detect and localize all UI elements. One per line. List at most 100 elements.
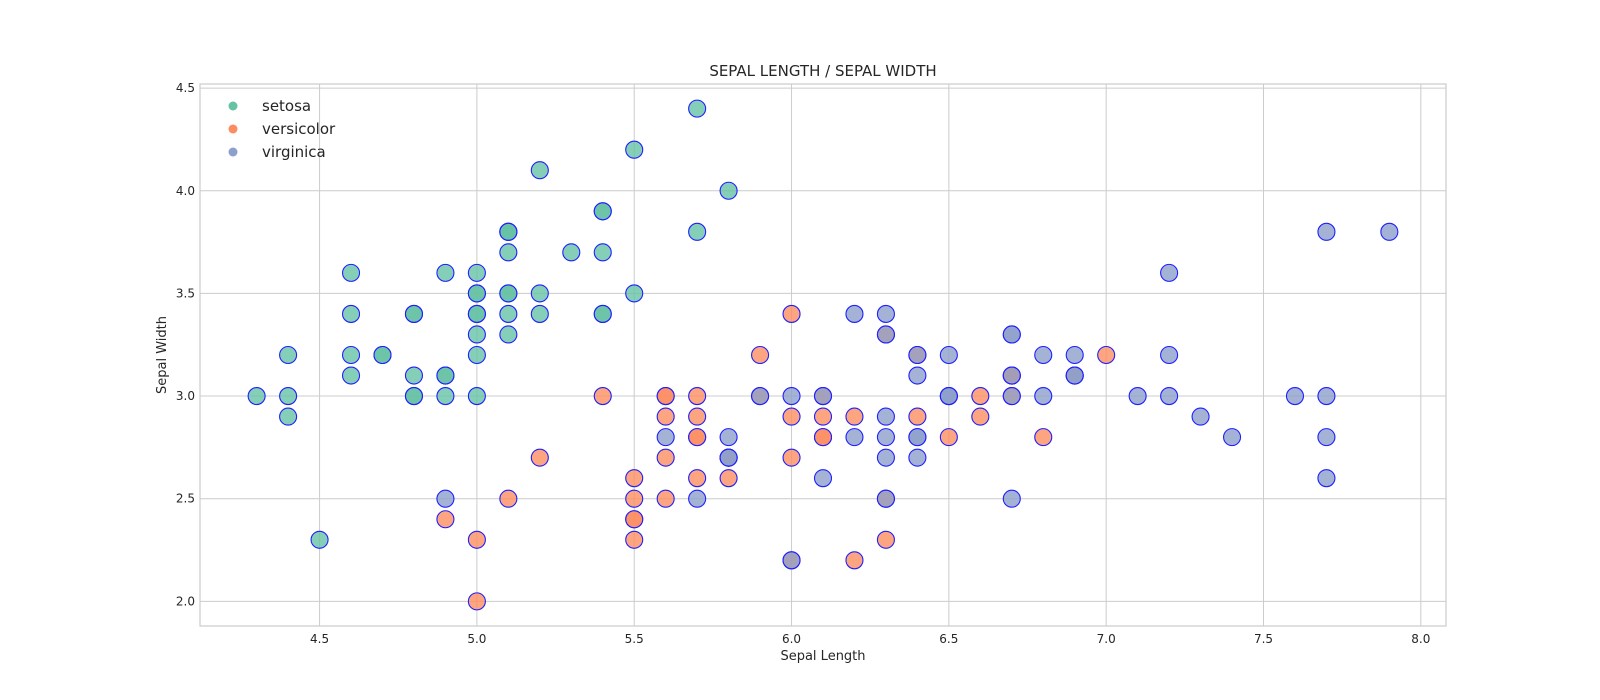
- virginica-point: [1002, 489, 1021, 508]
- virginica-point: [908, 448, 927, 467]
- x-tick-label: 5.0: [467, 632, 486, 646]
- setosa-point: [593, 202, 612, 221]
- versicolor-point: [971, 407, 990, 426]
- versicolor-point: [1097, 345, 1116, 365]
- versicolor-point: [782, 407, 801, 426]
- versicolor-point: [688, 407, 707, 426]
- virginica-point: [908, 428, 927, 447]
- virginica-point: [876, 489, 895, 508]
- versicolor-point: [782, 448, 801, 467]
- setosa-point: [279, 387, 298, 406]
- virginica-point: [845, 428, 864, 447]
- versicolor-point: [625, 510, 644, 529]
- virginica-point: [1222, 428, 1242, 447]
- virginica-point: [876, 448, 895, 467]
- virginica-point: [436, 489, 455, 508]
- versicolor-point: [688, 469, 707, 488]
- versicolor-point: [467, 530, 486, 549]
- setosa-point: [467, 325, 486, 344]
- setosa-point: [341, 366, 361, 385]
- tick-labels: 4.5 5.0 5.5 6.0 6.5 7.0 7.5 8.0 2.0 2.5 3.0 3.5 4.0 4…: [176, 81, 1430, 646]
- setosa-point: [467, 284, 486, 303]
- setosa-point: [688, 222, 707, 241]
- versicolor-point: [782, 304, 801, 323]
- versicolor-point: [688, 428, 707, 447]
- plot-frame: [199, 83, 1447, 627]
- setosa-point: [530, 284, 549, 303]
- setosa-point: [688, 99, 707, 118]
- versicolor-point: [908, 407, 927, 426]
- virginica-point: [719, 448, 738, 467]
- virginica-point: [813, 469, 833, 488]
- setosa-point: [341, 304, 361, 323]
- data-points: [247, 99, 1399, 611]
- versicolor-point: [845, 407, 864, 426]
- versicolor-point: [971, 387, 990, 406]
- setosa-point: [530, 304, 549, 323]
- legend-marker-setosa: [228, 101, 238, 111]
- virginica-point: [1002, 387, 1021, 406]
- setosa-point: [593, 304, 612, 323]
- x-tick-label: 7.0: [1097, 632, 1116, 646]
- setosa-point: [625, 140, 644, 159]
- setosa-point: [499, 284, 518, 303]
- setosa-point: [279, 407, 298, 426]
- x-tick-label: 6.5: [939, 632, 958, 646]
- setosa-point: [436, 263, 455, 282]
- versicolor-point: [1034, 428, 1053, 447]
- versicolor-point: [719, 469, 738, 488]
- setosa-point: [404, 304, 424, 323]
- virginica-point: [782, 387, 801, 406]
- x-axis-label: Sepal Length: [780, 649, 865, 664]
- setosa-point: [499, 222, 518, 241]
- chart-title: SEPAL LENGTH / SEPAL WIDTH: [709, 62, 936, 80]
- virginica-point: [688, 489, 707, 508]
- virginica-point: [751, 387, 770, 406]
- setosa-point: [341, 263, 361, 282]
- legend-label: virginica: [262, 143, 326, 161]
- setosa-point: [562, 243, 581, 262]
- versicolor-point: [876, 530, 895, 549]
- virginica-point: [1128, 387, 1147, 406]
- virginica-point: [1160, 387, 1179, 406]
- virginica-point: [1317, 222, 1336, 241]
- virginica-point: [1065, 366, 1084, 385]
- virginica-point: [876, 304, 895, 323]
- setosa-point: [499, 325, 518, 344]
- virginica-point: [908, 345, 927, 365]
- setosa-point: [404, 366, 424, 385]
- versicolor-point: [656, 387, 675, 406]
- setosa-point: [593, 243, 612, 262]
- versicolor-point: [656, 489, 675, 508]
- y-tick-label: 4.5: [176, 81, 195, 95]
- y-tick-label: 2.0: [176, 594, 195, 608]
- setosa-point: [499, 304, 518, 323]
- virginica-point: [1317, 469, 1336, 488]
- x-tick-label: 7.5: [1254, 632, 1273, 646]
- setosa-point: [467, 263, 486, 282]
- setosa-point: [530, 161, 549, 180]
- virginica-point: [1160, 345, 1179, 365]
- virginica-point: [1065, 345, 1084, 365]
- virginica-point: [876, 407, 895, 426]
- setosa-point: [341, 345, 361, 365]
- versicolor-point: [499, 489, 518, 508]
- setosa-point: [404, 387, 424, 406]
- versicolor-point: [625, 469, 644, 488]
- versicolor-point: [656, 448, 675, 467]
- virginica-point: [1034, 387, 1053, 406]
- setosa-point: [467, 345, 486, 365]
- setosa-point: [373, 345, 392, 365]
- y-tick-label: 4.0: [176, 184, 195, 198]
- legend-label: versicolor: [262, 120, 336, 138]
- virginica-point: [845, 304, 864, 323]
- legend-label: setosa: [262, 97, 311, 115]
- y-axis-label: Sepal Width: [155, 316, 170, 394]
- versicolor-point: [656, 407, 675, 426]
- legend: setosa versicolor virginica: [228, 97, 336, 161]
- virginica-point: [1317, 428, 1336, 447]
- versicolor-point: [625, 530, 644, 549]
- versicolor-point: [593, 387, 612, 406]
- virginica-point: [876, 428, 895, 447]
